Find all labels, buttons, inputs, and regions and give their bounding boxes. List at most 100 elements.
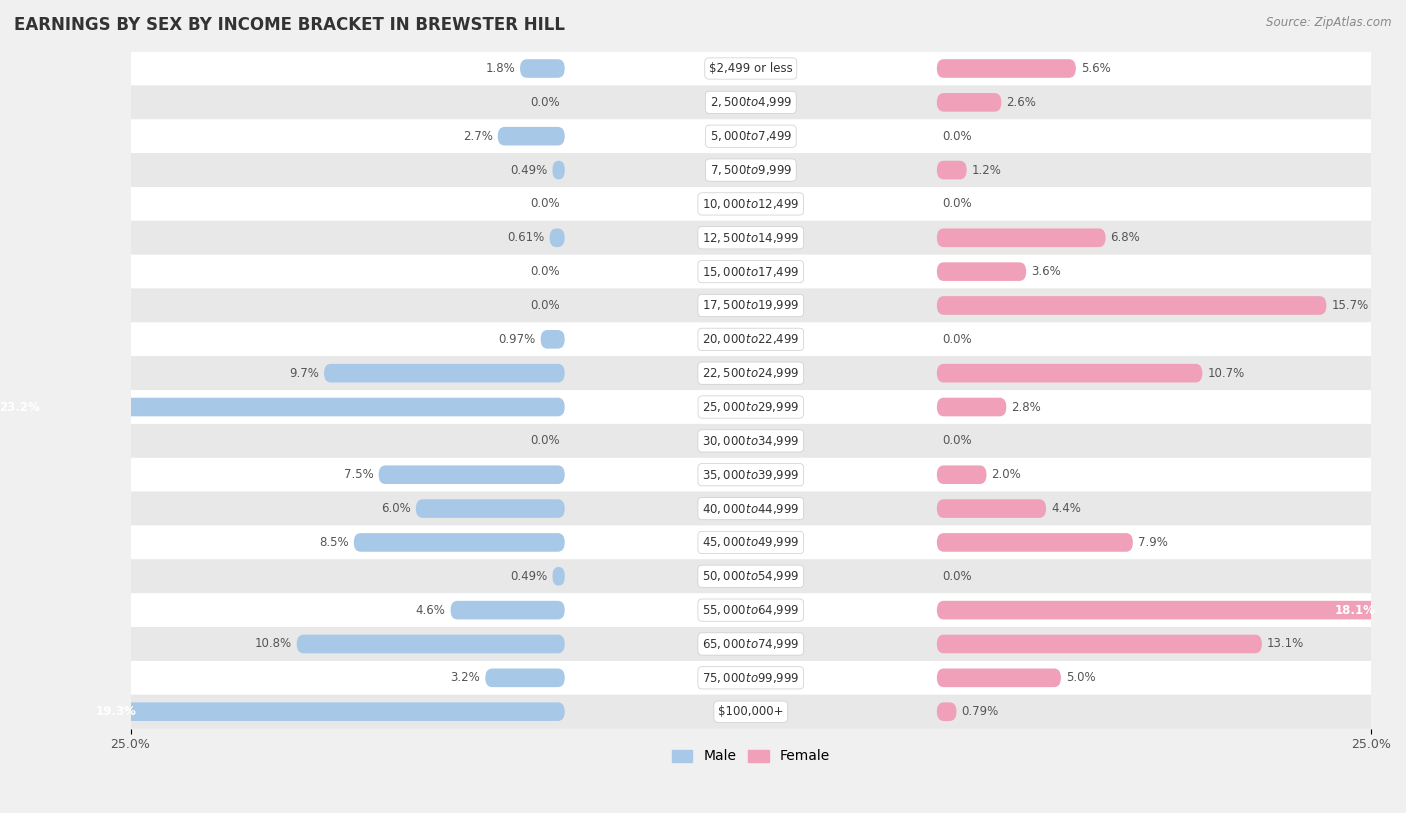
- FancyBboxPatch shape: [131, 458, 1371, 492]
- Text: 2.0%: 2.0%: [991, 468, 1021, 481]
- FancyBboxPatch shape: [131, 221, 1371, 254]
- Text: EARNINGS BY SEX BY INCOME BRACKET IN BREWSTER HILL: EARNINGS BY SEX BY INCOME BRACKET IN BRE…: [14, 16, 565, 34]
- FancyBboxPatch shape: [485, 668, 565, 687]
- FancyBboxPatch shape: [936, 533, 1133, 552]
- FancyBboxPatch shape: [550, 228, 565, 247]
- FancyBboxPatch shape: [936, 364, 1202, 382]
- FancyBboxPatch shape: [498, 127, 565, 146]
- FancyBboxPatch shape: [297, 635, 565, 654]
- FancyBboxPatch shape: [936, 601, 1386, 620]
- Text: 0.0%: 0.0%: [942, 130, 972, 143]
- FancyBboxPatch shape: [323, 364, 565, 382]
- Text: 0.0%: 0.0%: [942, 333, 972, 346]
- Text: 6.0%: 6.0%: [381, 502, 411, 515]
- FancyBboxPatch shape: [131, 356, 1371, 390]
- Text: 4.4%: 4.4%: [1052, 502, 1081, 515]
- Text: $100,000+: $100,000+: [718, 705, 783, 718]
- Text: 15.7%: 15.7%: [1331, 299, 1368, 312]
- FancyBboxPatch shape: [541, 330, 565, 349]
- FancyBboxPatch shape: [553, 567, 565, 585]
- Text: 2.8%: 2.8%: [1011, 401, 1040, 414]
- FancyBboxPatch shape: [131, 51, 1371, 85]
- FancyBboxPatch shape: [131, 661, 1371, 695]
- FancyBboxPatch shape: [416, 499, 565, 518]
- FancyBboxPatch shape: [450, 601, 565, 620]
- Text: Source: ZipAtlas.com: Source: ZipAtlas.com: [1267, 16, 1392, 29]
- FancyBboxPatch shape: [936, 499, 1046, 518]
- FancyBboxPatch shape: [131, 323, 1371, 356]
- FancyBboxPatch shape: [936, 228, 1105, 247]
- Text: 13.1%: 13.1%: [1267, 637, 1305, 650]
- Text: 0.0%: 0.0%: [942, 570, 972, 583]
- Text: $40,000 to $44,999: $40,000 to $44,999: [702, 502, 800, 515]
- FancyBboxPatch shape: [131, 85, 1371, 120]
- Text: 0.0%: 0.0%: [942, 198, 972, 211]
- FancyBboxPatch shape: [520, 59, 565, 78]
- FancyBboxPatch shape: [378, 465, 565, 484]
- Text: $17,500 to $19,999: $17,500 to $19,999: [702, 298, 800, 312]
- Text: $15,000 to $17,499: $15,000 to $17,499: [702, 264, 800, 279]
- FancyBboxPatch shape: [936, 296, 1326, 315]
- Text: 4.6%: 4.6%: [416, 603, 446, 616]
- Text: 0.0%: 0.0%: [530, 434, 560, 447]
- Text: $50,000 to $54,999: $50,000 to $54,999: [702, 569, 800, 583]
- FancyBboxPatch shape: [936, 635, 1263, 654]
- Text: 0.49%: 0.49%: [510, 570, 547, 583]
- Text: 19.3%: 19.3%: [96, 705, 136, 718]
- Text: 0.61%: 0.61%: [508, 231, 544, 244]
- FancyBboxPatch shape: [86, 702, 565, 721]
- Text: 1.2%: 1.2%: [972, 163, 1001, 176]
- FancyBboxPatch shape: [936, 702, 956, 721]
- Text: 0.0%: 0.0%: [530, 265, 560, 278]
- FancyBboxPatch shape: [131, 593, 1371, 627]
- Text: 0.0%: 0.0%: [530, 299, 560, 312]
- FancyBboxPatch shape: [936, 263, 1026, 281]
- Text: $5,000 to $7,499: $5,000 to $7,499: [710, 129, 792, 143]
- Text: $35,000 to $39,999: $35,000 to $39,999: [702, 467, 800, 482]
- Text: 2.6%: 2.6%: [1007, 96, 1036, 109]
- Text: 9.7%: 9.7%: [290, 367, 319, 380]
- FancyBboxPatch shape: [936, 465, 987, 484]
- FancyBboxPatch shape: [354, 533, 565, 552]
- Text: 3.2%: 3.2%: [450, 672, 481, 685]
- FancyBboxPatch shape: [936, 668, 1062, 687]
- FancyBboxPatch shape: [131, 289, 1371, 323]
- Text: $25,000 to $29,999: $25,000 to $29,999: [702, 400, 800, 414]
- Text: 0.49%: 0.49%: [510, 163, 547, 176]
- Text: 5.6%: 5.6%: [1081, 62, 1111, 75]
- FancyBboxPatch shape: [936, 93, 1001, 111]
- Text: 0.97%: 0.97%: [498, 333, 536, 346]
- Text: $2,500 to $4,999: $2,500 to $4,999: [710, 95, 792, 110]
- Text: 3.6%: 3.6%: [1031, 265, 1062, 278]
- Text: 0.0%: 0.0%: [530, 198, 560, 211]
- Text: $75,000 to $99,999: $75,000 to $99,999: [702, 671, 800, 685]
- Text: 10.7%: 10.7%: [1208, 367, 1244, 380]
- Text: $10,000 to $12,499: $10,000 to $12,499: [702, 197, 800, 211]
- FancyBboxPatch shape: [131, 390, 1371, 424]
- Text: 0.79%: 0.79%: [962, 705, 998, 718]
- FancyBboxPatch shape: [936, 398, 1007, 416]
- Text: 0.0%: 0.0%: [530, 96, 560, 109]
- Text: 0.0%: 0.0%: [942, 434, 972, 447]
- Text: 7.9%: 7.9%: [1137, 536, 1168, 549]
- Text: $2,499 or less: $2,499 or less: [709, 62, 793, 75]
- FancyBboxPatch shape: [131, 187, 1371, 221]
- Text: $22,500 to $24,999: $22,500 to $24,999: [702, 366, 800, 380]
- Text: $20,000 to $22,499: $20,000 to $22,499: [702, 333, 800, 346]
- FancyBboxPatch shape: [936, 59, 1076, 78]
- Legend: Male, Female: Male, Female: [666, 744, 835, 769]
- Text: 18.1%: 18.1%: [1336, 603, 1376, 616]
- Text: 6.8%: 6.8%: [1111, 231, 1140, 244]
- FancyBboxPatch shape: [131, 120, 1371, 153]
- FancyBboxPatch shape: [131, 627, 1371, 661]
- Text: $55,000 to $64,999: $55,000 to $64,999: [702, 603, 800, 617]
- Text: 5.0%: 5.0%: [1066, 672, 1095, 685]
- Text: 8.5%: 8.5%: [319, 536, 349, 549]
- FancyBboxPatch shape: [131, 254, 1371, 289]
- Text: 7.5%: 7.5%: [344, 468, 374, 481]
- FancyBboxPatch shape: [131, 153, 1371, 187]
- Text: 10.8%: 10.8%: [254, 637, 292, 650]
- Text: $7,500 to $9,999: $7,500 to $9,999: [710, 163, 792, 177]
- Text: 23.2%: 23.2%: [0, 401, 39, 414]
- FancyBboxPatch shape: [131, 695, 1371, 728]
